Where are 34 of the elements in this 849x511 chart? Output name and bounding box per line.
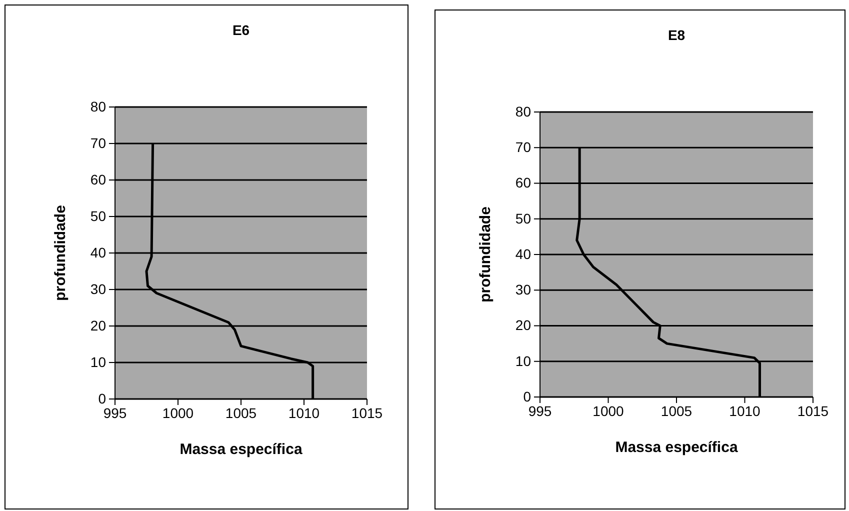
x-tick-label: 1000 <box>162 404 194 421</box>
x-tick-label: 995 <box>103 404 127 421</box>
y-tick-label: 30 <box>90 280 106 297</box>
y-axis-title: profundidade <box>52 205 69 301</box>
y-tick-label: 60 <box>90 171 106 188</box>
y-tick-label: 10 <box>515 352 532 369</box>
y-tick-label: 40 <box>90 244 106 260</box>
x-axis-title: Massa específica <box>615 439 738 456</box>
chart-title: E6 <box>232 22 250 38</box>
y-tick-label: 30 <box>515 282 532 298</box>
x-tick-label: 1010 <box>288 404 320 421</box>
y-tick-label: 0 <box>98 390 106 406</box>
y-tick-label: 20 <box>90 317 106 334</box>
x-tick-label: 1015 <box>797 402 829 419</box>
y-axis-title: profundidade <box>477 206 494 302</box>
y-tick-label: 10 <box>90 354 106 370</box>
y-tick-label: 70 <box>90 134 106 151</box>
y-tick-label: 70 <box>515 139 532 156</box>
x-tick-label: 1005 <box>225 404 257 421</box>
y-tick-label: 20 <box>515 317 532 334</box>
x-tick-label: 995 <box>528 402 552 419</box>
y-tick-label: 50 <box>90 208 106 224</box>
y-tick-label: 60 <box>515 174 532 191</box>
x-tick-label: 1005 <box>660 402 692 419</box>
x-tick-label: 1000 <box>592 402 624 419</box>
y-tick-label: 80 <box>515 103 532 120</box>
x-axis-title: Massa específica <box>180 441 303 458</box>
x-tick-label: 1015 <box>351 404 383 421</box>
y-tick-label: 0 <box>523 388 532 404</box>
x-tick-label: 1010 <box>729 402 761 419</box>
y-tick-label: 80 <box>90 98 106 114</box>
y-tick-label: 40 <box>515 246 532 262</box>
chart-title: E8 <box>668 27 686 43</box>
y-tick-label: 50 <box>515 210 532 226</box>
